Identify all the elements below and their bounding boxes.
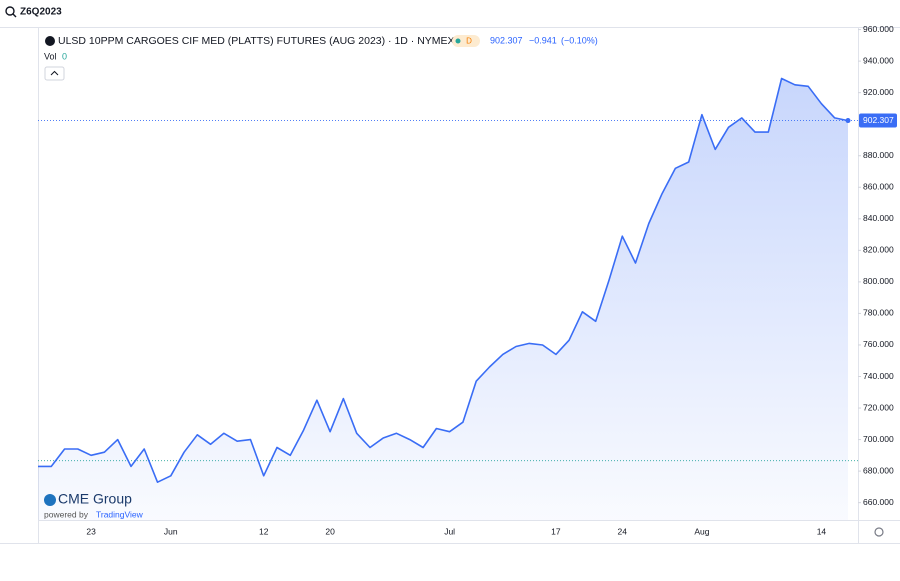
symbol-icon: [45, 36, 55, 46]
status-dot: [455, 38, 461, 44]
search-bar[interactable]: [0, 0, 900, 27]
x-tick-label: 17: [551, 526, 561, 536]
y-tick-label: 920.000: [863, 87, 894, 97]
x-tick-label: 24: [618, 526, 628, 536]
y-tick-label: 780.000: [863, 308, 894, 318]
logo-text: CME Group: [58, 491, 132, 507]
plot-area: [38, 77, 858, 520]
attribution-link[interactable]: TradingView: [96, 509, 144, 519]
y-tick-label: 660.000: [863, 497, 894, 507]
x-tick-label: 23: [86, 526, 96, 536]
last-price-tag: [859, 113, 897, 128]
x-tick-label: 20: [325, 526, 335, 536]
y-tick-label: 880.000: [863, 150, 894, 160]
collapse-icon: [50, 70, 59, 76]
volume-value: 0: [62, 51, 67, 61]
interval-badge: D: [466, 37, 472, 46]
price-line: [38, 77, 849, 483]
last-point: [845, 118, 851, 124]
price-change: −0.941: [529, 35, 557, 45]
y-tick-label: 680.000: [863, 465, 894, 475]
y-tick-label: 820.000: [863, 245, 894, 255]
y-tick-label: 800.000: [863, 276, 894, 286]
last-price: 902.307: [490, 35, 523, 45]
y-tick-label: 760.000: [863, 339, 894, 349]
attribution-prefix: powered by: [44, 509, 89, 519]
area-fill: [38, 78, 848, 520]
x-tick-label: 14: [817, 526, 827, 536]
collapse-button[interactable]: [44, 66, 65, 81]
x-tick-label: 12: [259, 526, 269, 536]
y-tick-label: 740.000: [863, 371, 894, 381]
search-icon: [5, 6, 15, 16]
status-badge: [452, 35, 480, 47]
volume-label: Vol: [44, 51, 57, 61]
search-text: Z6Q2023: [20, 7, 62, 18]
y-tick-label: 840.000: [863, 213, 894, 223]
settings-button[interactable]: [874, 527, 884, 537]
y-tick-label: 860.000: [863, 182, 894, 192]
y-tick-label: 940.000: [863, 55, 894, 65]
last-price-tag-label: 902.307: [863, 115, 894, 125]
x-tick-label: Jul: [444, 526, 455, 536]
y-tick-label: 960.000: [863, 24, 894, 34]
logo-globe: [44, 494, 56, 506]
chart-title: ULSD 10PPM CARGOES CIF MED (PLATTS) FUTU…: [58, 35, 455, 47]
y-tick-label: 720.000: [863, 402, 894, 412]
price-change-percent: (−0.10%): [561, 35, 598, 45]
y-tick-label: 700.000: [863, 434, 894, 444]
search-icon: [12, 13, 17, 18]
x-tick-label: Aug: [694, 526, 709, 536]
x-tick-label: Jun: [164, 526, 178, 536]
